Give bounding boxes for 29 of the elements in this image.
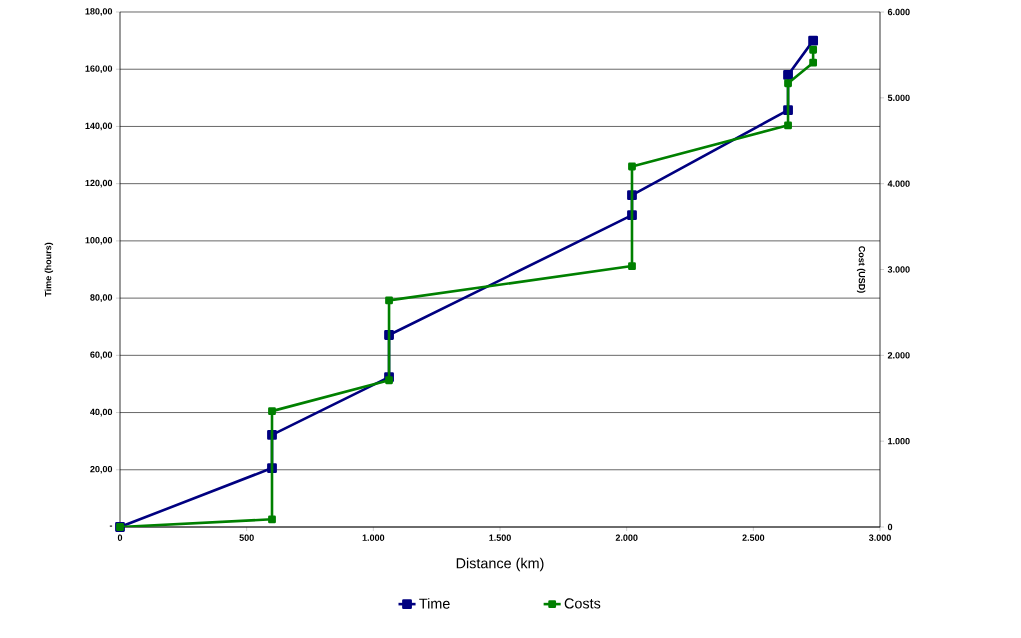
y-tick-label: 100,00 bbox=[85, 237, 113, 245]
x-tick-label: 2.000 bbox=[615, 534, 638, 541]
x-tick-label: 0 bbox=[117, 534, 123, 541]
y-tick-label: 160,00 bbox=[85, 65, 113, 74]
y2-tick-label: 5.000 bbox=[887, 94, 910, 102]
legend-label: Costs bbox=[564, 598, 601, 609]
x-axis-title: Distance (km) bbox=[456, 557, 544, 572]
y-tick-label: 20,00 bbox=[90, 465, 113, 474]
y2-tick-label: 0 bbox=[887, 523, 893, 531]
legend-label: Time bbox=[419, 598, 450, 609]
y2-axis-title: Cost (USD) bbox=[856, 246, 866, 293]
x-tick-label: 2.500 bbox=[742, 534, 765, 541]
y2-tick-label: 2.000 bbox=[887, 352, 910, 359]
y-axis-title: Time (hours) bbox=[44, 242, 54, 297]
y-tick-label: 180,00 bbox=[85, 8, 113, 16]
y2-tick-label: 4.000 bbox=[887, 180, 910, 187]
y-tick-label: 140,00 bbox=[85, 122, 113, 131]
x-tick-label: 3.000 bbox=[868, 534, 891, 541]
y-tick-label: 60,00 bbox=[90, 351, 113, 360]
y-tick-label: 40,00 bbox=[90, 408, 113, 417]
y2-tick-label: 3.000 bbox=[887, 266, 910, 273]
x-tick-label: 500 bbox=[239, 534, 254, 541]
x-tick-label: 1.500 bbox=[489, 534, 511, 541]
y2-tick-label: 1.000 bbox=[888, 437, 910, 445]
x-tick-label: 1.000 bbox=[362, 534, 385, 541]
y-tick-label: 80,00 bbox=[90, 294, 113, 302]
y-tick-label: - bbox=[109, 525, 113, 527]
y2-tick-label: 6.000 bbox=[887, 8, 910, 16]
y-tick-label: 120,00 bbox=[85, 179, 113, 188]
